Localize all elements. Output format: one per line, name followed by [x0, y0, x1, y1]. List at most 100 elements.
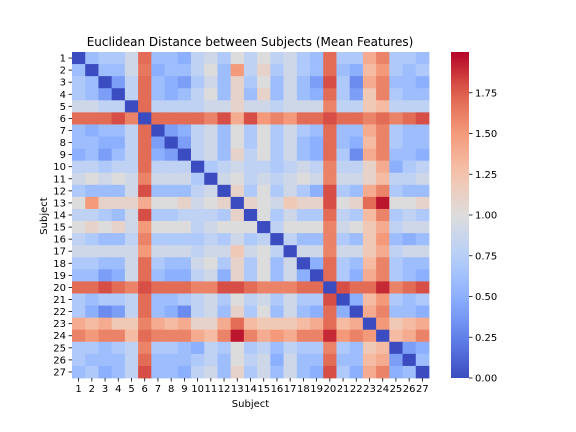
heatmap-cell [72, 329, 86, 343]
heatmap-cell [376, 88, 390, 101]
colorbar-tick-label: 1.75 [475, 88, 497, 99]
heatmap-cell [111, 148, 126, 162]
heatmap-cell [124, 353, 139, 367]
heatmap-cell [230, 257, 245, 270]
heatmap-cell [349, 100, 364, 113]
heatmap-cell [296, 184, 311, 198]
y-tick-label: 5 [60, 102, 66, 113]
y-tick-label: 21 [53, 295, 66, 306]
heatmap-cell [164, 353, 179, 367]
y-tick-label: 3 [60, 78, 66, 89]
heatmap-cell [204, 305, 218, 319]
heatmap-cell [217, 208, 232, 222]
heatmap-cell [124, 221, 139, 234]
heatmap-cell [98, 52, 113, 65]
heatmap-cell [191, 172, 205, 186]
heatmap-cell [270, 196, 284, 210]
heatmap-cell [402, 100, 417, 113]
heatmap-cell [243, 245, 258, 258]
heatmap-cell [257, 245, 271, 258]
heatmap-cell [257, 196, 271, 210]
heatmap-cell [296, 112, 311, 125]
x-tick-label: 19 [310, 384, 323, 395]
y-tick-label: 4 [60, 90, 66, 101]
heatmap-cell [336, 64, 351, 77]
heatmap-cell [376, 196, 390, 210]
heatmap-cell [296, 341, 311, 355]
heatmap-cell [230, 64, 245, 77]
heatmap-cell [217, 269, 232, 282]
heatmap-cell [230, 353, 245, 367]
heatmap-cell [296, 160, 311, 174]
heatmap-cell [270, 305, 284, 319]
heatmap-cell [98, 269, 113, 282]
heatmap-cell [257, 281, 271, 294]
heatmap-cell [138, 88, 152, 101]
y-tick-label: 7 [60, 126, 66, 137]
heatmap-cell [98, 341, 113, 355]
heatmap-cell [243, 160, 258, 174]
heatmap-cell [415, 196, 430, 210]
heatmap-cell [164, 160, 179, 174]
heatmap-cell [402, 76, 417, 89]
heatmap-cell [191, 329, 205, 343]
heatmap-cell [111, 124, 126, 137]
heatmap-cell [323, 52, 337, 65]
heatmap-cell [177, 136, 192, 149]
heatmap-cell [72, 245, 86, 258]
heatmap-cell [138, 184, 152, 198]
y-tick-label: 23 [53, 319, 66, 330]
heatmap-cell [191, 148, 205, 162]
heatmap-cell [349, 64, 364, 77]
heatmap-cell [204, 221, 218, 234]
heatmap-cell [415, 293, 430, 306]
heatmap-cell [402, 64, 417, 77]
heatmap-cell [362, 208, 377, 222]
heatmap-cell [283, 100, 298, 113]
heatmap-cell [296, 76, 311, 89]
heatmap-cell [111, 160, 126, 174]
heatmap-cell [230, 76, 245, 89]
heatmap-cell [124, 329, 139, 343]
x-tick-label: 12 [218, 384, 231, 395]
heatmap-cell [151, 281, 165, 294]
heatmap-cell [230, 88, 245, 101]
heatmap-cell [111, 341, 126, 355]
heatmap-cell [362, 269, 377, 282]
heatmap-cell [217, 196, 232, 210]
heatmap-cell [72, 148, 86, 162]
heatmap-cell [72, 365, 86, 379]
heatmap-cell [376, 329, 390, 343]
heatmap-cell [164, 245, 179, 258]
heatmap-cell [138, 233, 152, 246]
heatmap-cell [177, 172, 192, 186]
heatmap-cell [296, 257, 311, 270]
heatmap-cell [270, 257, 284, 270]
heatmap-cell [191, 100, 205, 113]
heatmap-cell [389, 148, 403, 162]
heatmap-cell [177, 88, 192, 101]
heatmap-cell [336, 257, 351, 270]
heatmap-cell [296, 136, 311, 149]
heatmap-cell [85, 353, 99, 367]
heatmap-cell [204, 172, 218, 186]
heatmap-cell [402, 233, 417, 246]
heatmap-cell [362, 281, 377, 294]
heatmap-cell [376, 281, 390, 294]
heatmap-cell [336, 124, 351, 137]
y-axis-label: Subject [39, 197, 50, 234]
heatmap-cell [111, 88, 126, 101]
heatmap-cell [376, 64, 390, 77]
heatmap-cell [124, 341, 139, 355]
heatmap-cell [323, 160, 337, 174]
heatmap-cell [138, 257, 152, 270]
heatmap-cell [362, 257, 377, 270]
heatmap-cell [177, 233, 192, 246]
heatmap-cell [85, 257, 99, 270]
heatmap-cell [191, 341, 205, 355]
heatmap-cell [151, 341, 165, 355]
heatmap-cell [230, 208, 245, 222]
heatmap-cell [230, 52, 245, 65]
heatmap-cell [204, 136, 218, 149]
heatmap-cell [98, 88, 113, 101]
